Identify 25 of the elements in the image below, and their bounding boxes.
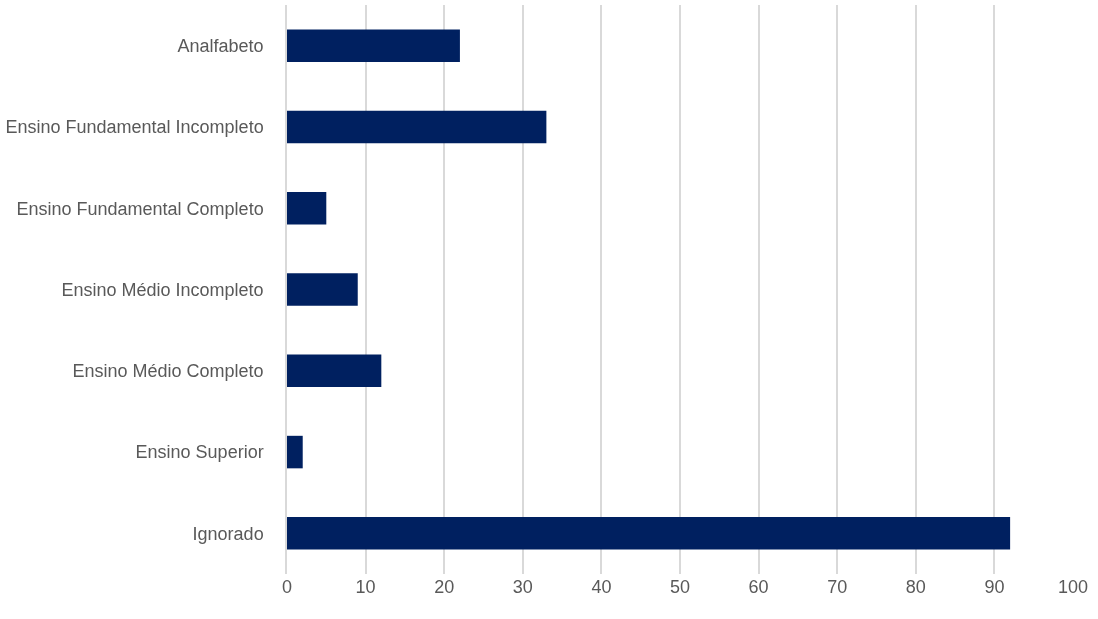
x-tick-label: 0 [281, 577, 293, 597]
x-tick-label: 80 [905, 577, 926, 597]
x-tick-label: 60 [748, 577, 769, 597]
bar [287, 29, 460, 62]
x-tick-label: 30 [512, 577, 533, 597]
x-tick-label: 10 [355, 577, 376, 597]
x-tick-label: 20 [434, 577, 455, 597]
bar [287, 110, 547, 144]
y-tick-label: Ensino Fundamental Incompleto [5, 117, 264, 138]
y-tick-label: Ensino Fundamental Completo [16, 198, 264, 219]
x-tick-label: 40 [591, 577, 612, 597]
bar [287, 435, 303, 469]
x-tick-label: 100 [1057, 577, 1089, 597]
bar [287, 517, 1011, 550]
bar [287, 273, 358, 306]
y-tick-label: Ensino Superior [135, 442, 264, 463]
y-tick-label: Ensino Médio Incompleto [61, 279, 264, 300]
y-tick-label: Ensino Médio Completo [72, 361, 264, 382]
bar [287, 354, 382, 388]
x-tick-label: 90 [984, 577, 1005, 597]
y-tick-label: Analfabeto [177, 35, 264, 56]
y-tick-label: Ignorado [192, 523, 264, 544]
x-tick-label: 50 [669, 577, 691, 597]
bar [287, 191, 327, 225]
x-tick-label: 70 [827, 577, 848, 597]
